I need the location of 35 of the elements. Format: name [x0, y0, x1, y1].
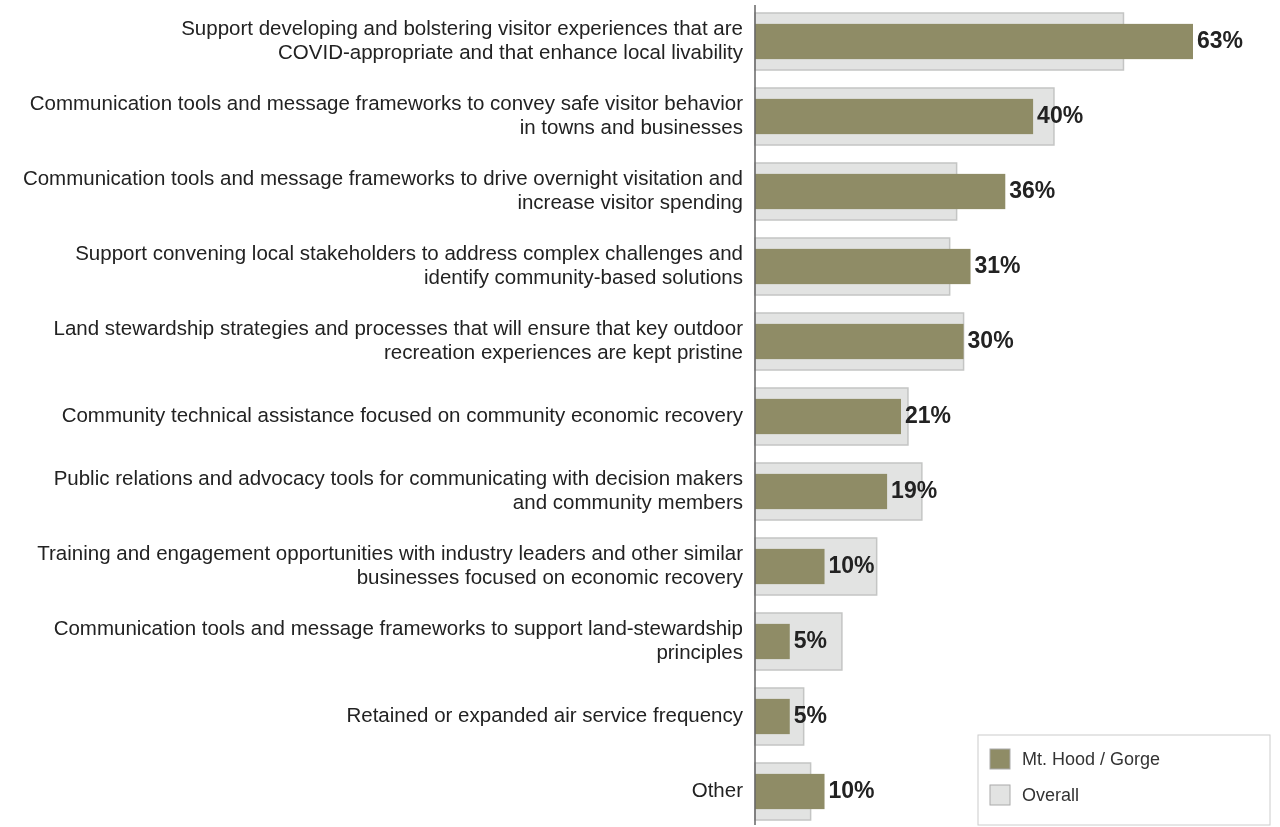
bar	[755, 473, 888, 510]
legend-label: Mt. Hood / Gorge	[1022, 748, 1161, 769]
y-tick-label: Support convening local stakeholders to address complex challenges and identify community-based solutions	[75, 240, 743, 288]
data-label: 10%	[828, 776, 875, 803]
data-label: 36%	[1009, 176, 1056, 203]
y-tick-label: Community technical assistance focused on community economic recovery	[61, 402, 744, 426]
bar	[755, 23, 1193, 60]
bar	[755, 398, 901, 435]
y-tick-label: Communication tools and message frameworks to support land-stewardship principles	[53, 615, 743, 663]
bar	[755, 548, 825, 585]
legend-label: Overall	[1022, 784, 1080, 805]
bar	[755, 323, 964, 360]
data-label: 31%	[974, 251, 1021, 278]
bar	[755, 173, 1006, 210]
y-tick-label: Support developing and bolstering visitor experiences that are COVID-appropriate and that enhance local livability	[181, 15, 744, 63]
data-label: 5%	[793, 626, 828, 653]
y-tick-label: Other	[691, 777, 744, 801]
bar	[755, 248, 971, 285]
data-label: 40%	[1037, 101, 1084, 128]
data-label: 30%	[967, 326, 1014, 353]
bar	[755, 773, 825, 810]
y-tick-label: Public relations and advocacy tools for communicating with decision makers and community members	[53, 465, 743, 513]
data-label: 19%	[891, 476, 938, 503]
y-tick-label: Communication tools and message frameworks to convey safe visitor behavior in towns and businesses	[29, 90, 744, 138]
data-label: 10%	[828, 551, 875, 578]
bar	[755, 98, 1034, 135]
y-tick-label: Land stewardship strategies and processes that will ensure that key outdoor recreation experiences are kept pristine	[53, 315, 744, 363]
data-label: 63%	[1197, 26, 1244, 53]
data-label: 21%	[905, 401, 952, 428]
bar	[755, 698, 790, 735]
y-tick-label: Communication tools and message frameworks to drive overnight visitation and increase visitor spending	[22, 165, 743, 213]
y-tick-label: Retained or expanded air service frequency	[346, 702, 744, 726]
bar	[755, 623, 790, 660]
data-label: 5%	[793, 701, 828, 728]
y-tick-label: Training and engagement opportunities with industry leaders and other similar businesses focused on economic recovery	[37, 540, 744, 588]
